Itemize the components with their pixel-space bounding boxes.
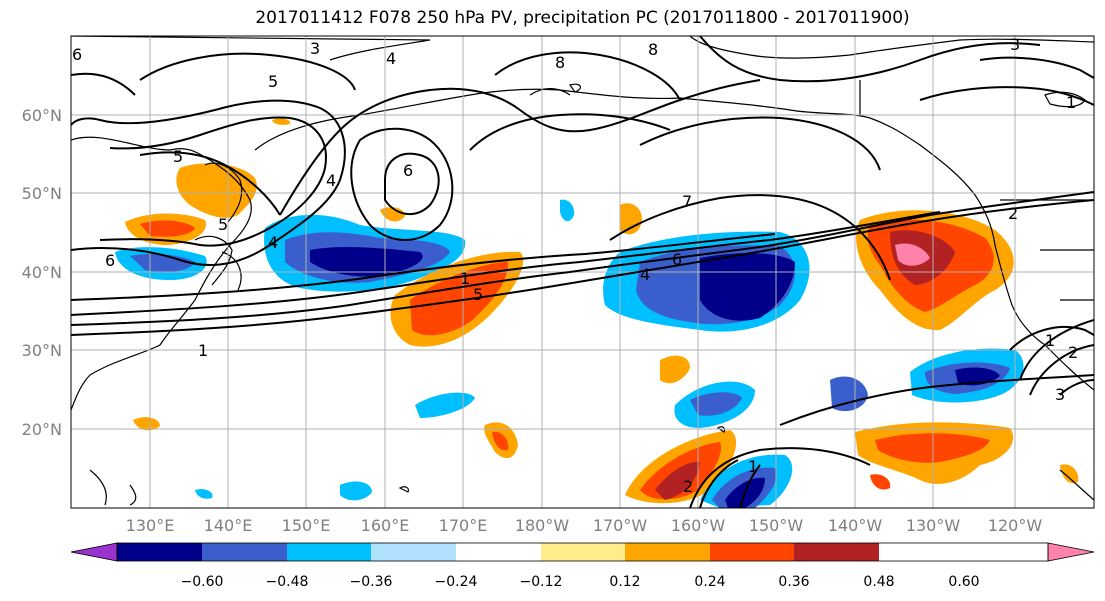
lon-label: 130°W <box>906 516 961 535</box>
lon-label: 120°W <box>988 516 1043 535</box>
lon-label: 180°W <box>515 516 570 535</box>
contour-label: 4 <box>386 49 396 68</box>
colorbar-tick-label: 0.24 <box>694 574 725 590</box>
contour-label: 6 <box>403 161 413 180</box>
lon-label: 150°E <box>282 516 331 535</box>
colorbar-tick-label: 0.36 <box>778 574 809 590</box>
contour-label: 8 <box>555 53 565 72</box>
plot-area: 3 5 4 8 8 5 6 7 1 6 4 5 4 1 3 1 2 3 1 2 … <box>71 35 1094 508</box>
plot-frame <box>70 35 1095 509</box>
colorbar-segment <box>541 543 625 561</box>
colorbar: −0.60 −0.48 −0.36 −0.24 −0.12 0.12 0.24 … <box>70 542 1095 590</box>
contour-label: 3 <box>1055 385 1065 404</box>
contour-label: 7 <box>682 192 692 211</box>
contour-label: 5 <box>173 147 183 166</box>
contour-label: 1 <box>748 457 758 476</box>
lon-label: 160°W <box>671 516 726 535</box>
contour-label: 1 <box>198 341 208 360</box>
contour-label: 5 <box>473 285 483 304</box>
precipitation-shading <box>115 118 1079 508</box>
colorbar-tick-label: 0.12 <box>609 574 640 590</box>
longitude-labels: 130°E 140°E 150°E 160°E 170°E 180°W 170°… <box>126 516 1043 535</box>
contour-label: 6 <box>105 251 115 270</box>
contour-label: 6 <box>72 45 82 64</box>
contour-label: 1 <box>1045 331 1055 350</box>
contour-label: 8 <box>648 40 658 59</box>
lat-label: 50°N <box>22 184 62 203</box>
lon-label: 170°E <box>439 516 488 535</box>
map-title: 2017011412 F078 250 hPa PV, precipitatio… <box>255 8 910 28</box>
pv-contours <box>71 36 1094 508</box>
colorbar-segment <box>117 543 202 561</box>
colorbar-tick-label: 0.60 <box>948 574 979 590</box>
lat-label: 30°N <box>22 341 62 360</box>
lat-label: 20°N <box>22 420 62 439</box>
lon-label: 130°E <box>126 516 175 535</box>
lon-label: 140°W <box>828 516 883 535</box>
colorbar-tick-label: −0.12 <box>520 574 563 590</box>
colorbar-left-extension <box>70 542 118 562</box>
colorbar-tick-label: −0.60 <box>181 574 224 590</box>
latitude-labels: 60°N 50°N 40°N 30°N 20°N <box>22 106 62 439</box>
colorbar-tick-label: 0.48 <box>863 574 894 590</box>
colorbar-segment <box>371 543 456 561</box>
contour-label: 2 <box>1008 204 1018 223</box>
contour-label: 5 <box>218 215 228 234</box>
lon-label: 150°W <box>749 516 804 535</box>
lat-label: 60°N <box>22 106 62 125</box>
lon-label: 140°E <box>204 516 253 535</box>
contour-label: 1 <box>460 269 470 288</box>
contour-label: 3 <box>1010 35 1020 54</box>
colorbar-right-extension <box>1047 542 1095 562</box>
colorbar-segment <box>287 543 371 561</box>
contour-label: 3 <box>310 39 320 58</box>
colorbar-segment <box>794 543 879 561</box>
lat-label: 40°N <box>22 263 62 282</box>
lon-label: 160°E <box>361 516 410 535</box>
colorbar-segment <box>710 543 794 561</box>
contour-label: 1 <box>1066 93 1076 112</box>
colorbar-segment <box>202 543 287 561</box>
contour-label: 4 <box>326 171 336 190</box>
contour-label: 2 <box>1068 343 1078 362</box>
contour-labels: 3 5 4 8 8 5 6 7 1 6 4 5 4 1 3 1 2 3 1 2 … <box>72 35 1078 496</box>
contour-label: 2 <box>683 477 693 496</box>
contour-label: 4 <box>268 233 278 252</box>
contour-label: 6 <box>672 250 682 269</box>
contour-label: 5 <box>268 72 278 91</box>
colorbar-tick-label: −0.24 <box>435 574 478 590</box>
colorbar-tick-label: −0.48 <box>266 574 309 590</box>
colorbar-segment <box>456 543 541 561</box>
colorbar-tick-label: −0.36 <box>350 574 393 590</box>
colorbar-segment <box>625 543 710 561</box>
contour-label: 4 <box>640 265 650 284</box>
lon-label: 170°W <box>593 516 648 535</box>
